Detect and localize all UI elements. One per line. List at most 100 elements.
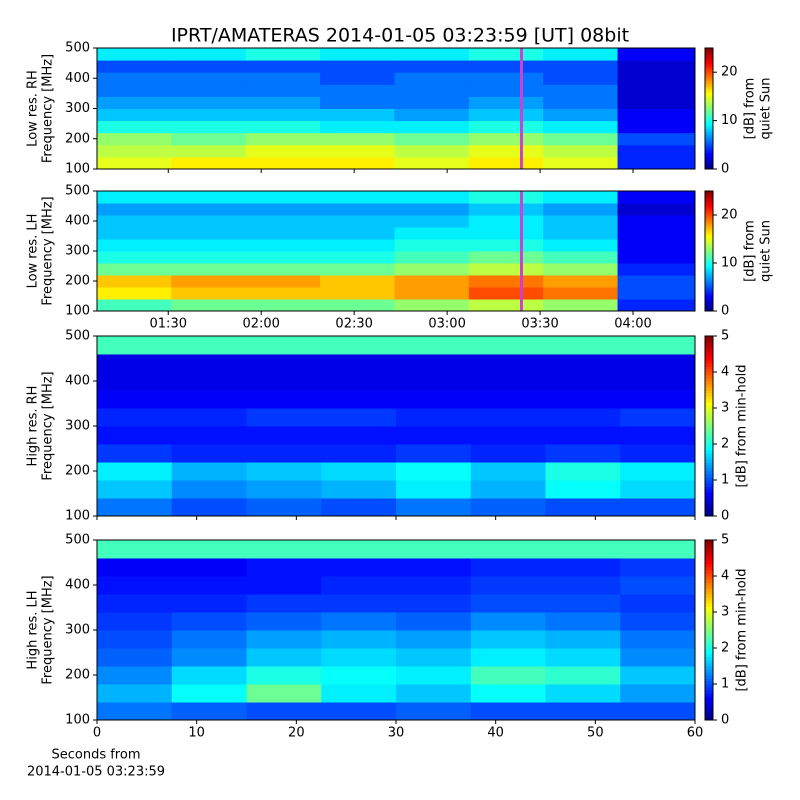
heatmap-cell — [171, 630, 247, 649]
colorbar-tick-label: 2 — [721, 641, 729, 656]
colorbar-swatch — [705, 217, 713, 220]
heatmap-cell — [394, 156, 470, 170]
heatmap-cell — [543, 227, 619, 240]
heatmap-cell — [470, 630, 546, 649]
colorbar-swatch — [705, 122, 713, 126]
heatmap-cell — [171, 287, 247, 300]
heatmap-cell — [545, 666, 621, 685]
heatmap-cell — [171, 120, 247, 134]
colorbar-swatch — [705, 696, 713, 700]
colorbar-swatch — [705, 360, 713, 364]
y-axis-label: Low res. RH — [26, 70, 41, 147]
heatmap-cell — [245, 239, 321, 252]
colorbar-swatch — [705, 435, 713, 439]
colorbar-swatch — [705, 513, 713, 517]
heatmap-cell — [171, 540, 247, 559]
heatmap-cell — [470, 702, 546, 721]
x-tick-label: 20 — [288, 726, 305, 741]
x-tick-label: 02:00 — [242, 317, 279, 332]
colorbar-swatch — [705, 582, 713, 586]
colorbar-swatch — [705, 60, 713, 63]
colorbar-swatch — [705, 269, 713, 272]
x-tick-label: 60 — [687, 726, 704, 741]
heatmap-cell — [468, 275, 544, 288]
colorbar-tick-label: 4 — [721, 365, 729, 380]
colorbar-swatch — [705, 480, 713, 484]
heatmap-cell — [620, 336, 696, 355]
colorbar-swatch — [705, 303, 713, 306]
heatmap-cell — [468, 144, 544, 158]
heatmap-cell — [320, 108, 395, 122]
colorbar-swatch — [705, 702, 713, 706]
heatmap-cell — [320, 227, 395, 240]
heatmap-cell — [245, 191, 321, 204]
heatmap-cell — [245, 263, 321, 276]
heatmap-cell — [171, 444, 247, 463]
y-tick-label: 300 — [65, 244, 90, 259]
heatmap-cell — [617, 48, 696, 61]
heatmap-cell — [394, 299, 470, 312]
heatmap-cell — [246, 372, 322, 391]
colorbar-swatch — [705, 289, 713, 292]
colorbar-swatch — [705, 74, 713, 77]
colorbar-swatch — [705, 158, 713, 162]
heatmap-cell — [543, 299, 619, 312]
heatmap-cell — [394, 132, 470, 146]
heatmap-cell — [617, 60, 696, 73]
colorbar-label: [dB] from min-hold — [735, 568, 750, 691]
heatmap-cell — [171, 251, 247, 264]
heatmap-cell — [543, 120, 619, 134]
colorbar-swatch — [705, 420, 713, 424]
colorbar-swatch — [705, 498, 713, 502]
heatmap-cell — [396, 558, 472, 577]
heatmap-cell — [321, 558, 397, 577]
colorbar-swatch — [705, 492, 713, 496]
heatmap-cell — [620, 480, 696, 499]
colorbar-swatch — [705, 564, 713, 568]
colorbar-swatch — [705, 281, 713, 284]
x-tick-label: 02:30 — [335, 317, 372, 332]
colorbar-swatch — [705, 193, 713, 196]
colorbar-swatch — [705, 104, 713, 107]
heatmap-cell — [545, 630, 621, 649]
colorbar-tick-label: 5 — [721, 329, 729, 344]
colorbar-swatch — [705, 108, 713, 112]
heatmap-cell — [320, 239, 395, 252]
heatmap-cell — [543, 215, 619, 228]
heatmap-cell — [321, 576, 397, 595]
heatmap-cell — [171, 263, 247, 276]
colorbar-swatch — [705, 251, 713, 254]
heatmap-cell — [617, 156, 696, 170]
colorbar-swatch — [705, 80, 713, 83]
heatmap-cell — [545, 480, 621, 499]
colorbar-swatch — [705, 693, 713, 697]
colorbar-swatch — [705, 663, 713, 667]
colorbar-swatch — [705, 120, 713, 124]
y-tick-label: 200 — [65, 464, 90, 479]
heatmap-cell — [394, 48, 470, 61]
heatmap-cell — [320, 120, 395, 134]
colorbar-swatch — [705, 507, 713, 511]
colorbar-swatch — [705, 372, 713, 376]
colorbar-swatch — [705, 375, 713, 379]
colorbar-tick-label: 20 — [721, 65, 738, 80]
x-tick-label: 30 — [388, 726, 405, 741]
colorbar-swatch — [705, 465, 713, 469]
colorbar-swatch — [705, 78, 713, 81]
colorbar-swatch — [705, 191, 713, 194]
colorbar-swatch — [705, 201, 713, 204]
heatmap-cell — [97, 498, 173, 517]
colorbar-swatch — [705, 447, 713, 451]
heatmap-cell — [620, 594, 696, 613]
heatmap-cell — [321, 684, 397, 703]
colorbar-swatch — [705, 76, 713, 79]
colorbar-tick-label: 10 — [721, 256, 738, 271]
colorbar-swatch — [705, 606, 713, 610]
colorbar-swatch — [705, 124, 713, 128]
heatmap-cell — [171, 426, 247, 445]
colorbar-swatch — [705, 669, 713, 673]
heatmap-cell — [97, 144, 172, 158]
heatmap-cell — [470, 666, 546, 685]
heatmap-cell — [171, 108, 247, 122]
colorbar-swatch — [705, 295, 713, 298]
